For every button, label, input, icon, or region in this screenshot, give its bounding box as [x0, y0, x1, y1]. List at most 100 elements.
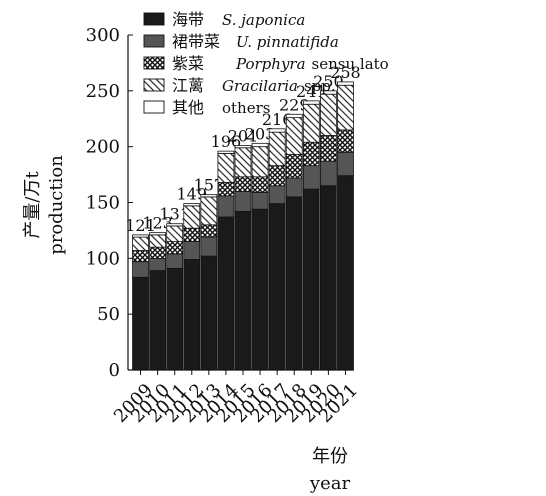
bar-segment-2009-5 [132, 234, 149, 238]
bar-segment-2016-4 [251, 146, 269, 178]
data-label-2009: 121 [125, 216, 156, 235]
data-label-2020: 250 [313, 72, 344, 91]
bar-segment-2012-1 [183, 259, 201, 371]
legend-swatch-3 [143, 56, 165, 70]
legend-label-en-2: U. pinnatifida [236, 33, 339, 51]
bar-segment-2020-2 [319, 160, 337, 187]
bar-segment-2018-4 [285, 117, 303, 155]
y-axis-title-en: production [46, 155, 67, 255]
data-label-2012: 149 [176, 185, 207, 204]
bar-segment-2016-3 [251, 176, 269, 193]
legend-label-cn-2: 裙带菜 [172, 32, 220, 51]
bar-segment-2018-5 [285, 113, 303, 119]
bar-segment-2010-4 [149, 234, 167, 248]
bar-segment-2018-2 [285, 177, 303, 198]
bar-segment-2019-3 [302, 141, 320, 167]
data-label-2013: 157 [194, 176, 225, 195]
bar-segment-2011-5 [166, 223, 184, 227]
y-tick-label-50: 50 [97, 304, 120, 325]
legend-label-en-4: Gracilaria spp. [222, 77, 336, 95]
legend-label-en-3: Porphyra sensu lato [235, 55, 389, 73]
bar-segment-2015-3 [234, 176, 252, 192]
bar-segment-2014-5 [217, 150, 235, 154]
legend-label-cn-1: 海带 [172, 10, 204, 29]
bar-segment-2012-2 [183, 241, 201, 260]
bar-segment-2020-3 [319, 135, 337, 162]
bar-segment-2020-5 [319, 90, 337, 95]
bar-segment-2011-4 [166, 225, 184, 242]
bar-segment-2021-3 [337, 129, 354, 153]
data-label-2016: 203 [245, 124, 276, 143]
bar-segment-2019-4 [302, 103, 320, 143]
bar-segment-2011-1 [166, 267, 184, 371]
bar-segment-2014-3 [217, 181, 235, 197]
bar-segment-2019-2 [302, 165, 320, 190]
y-tick-label-0: 0 [109, 360, 120, 381]
legend-swatch-5 [143, 100, 165, 114]
legend-label-cn-3: 紫菜 [172, 54, 204, 73]
y-axis-title-cn: 产量/万t [22, 171, 43, 239]
bar-segment-2018-3 [285, 154, 303, 179]
y-tick-label-100: 100 [86, 248, 120, 269]
bar-segment-2015-5 [234, 145, 252, 149]
bar-segment-2017-4 [268, 131, 286, 167]
bar-segment-2016-5 [251, 142, 269, 148]
data-label-2017: 216 [262, 110, 293, 129]
bar-segment-2012-3 [183, 227, 201, 242]
bar-segment-2017-5 [268, 128, 286, 133]
bar-segment-2021-4 [337, 84, 354, 131]
legend-label-cn-5: 其他 [172, 98, 204, 117]
data-label-2010: 123 [142, 214, 173, 233]
bar-segment-2018-1 [285, 196, 303, 371]
bar-segment-2010-2 [149, 257, 167, 272]
legend-swatch-1 [143, 12, 165, 26]
legend-label-en-1: S. japonica [222, 11, 305, 29]
bar-segment-2009-4 [132, 236, 149, 251]
legend-swatch-4 [143, 78, 165, 92]
data-label-2018: 229 [279, 95, 310, 114]
y-tick-label-200: 200 [86, 137, 120, 158]
bar-segment-2019-1 [302, 188, 320, 371]
bar-segment-2009-3 [132, 250, 149, 263]
bar-segment-2013-5 [200, 194, 218, 198]
bar-segment-2013-4 [200, 196, 218, 226]
bar-segment-2014-1 [217, 216, 235, 371]
bar-segment-2014-2 [217, 195, 235, 218]
data-label-2015: 201 [228, 127, 259, 146]
bar-segment-2012-4 [183, 205, 201, 229]
bar-segment-2015-1 [234, 211, 252, 371]
axes: 2009201020112012201320142015201620172018… [86, 25, 362, 427]
bar-segment-2010-5 [149, 232, 167, 236]
data-label-2021: 258 [330, 63, 361, 82]
bar-segment-2017-3 [268, 165, 286, 187]
bar-segment-2015-2 [234, 190, 252, 212]
data-label-2019: 241 [296, 82, 327, 101]
bar-segment-2017-2 [268, 185, 286, 205]
y-tick-label-300: 300 [86, 25, 120, 46]
bar-segment-2010-3 [149, 246, 167, 259]
bar-segment-2013-3 [200, 224, 218, 238]
bar-segment-2021-5 [337, 81, 354, 86]
bar-segment-2014-4 [217, 152, 235, 183]
bar-segment-2019-5 [302, 100, 320, 105]
bar-segment-2016-2 [251, 192, 269, 210]
x-axis-title-cn: 年份 [312, 446, 348, 467]
legend-suffix-3: sensu lato [312, 55, 389, 73]
y-tick-label-250: 250 [86, 81, 120, 102]
bar-segment-2011-3 [166, 241, 184, 255]
bar-segment-2016-1 [251, 208, 269, 371]
bar-segment-2020-4 [319, 93, 337, 136]
bar-segment-2012-5 [183, 203, 201, 207]
y-tick-label-150: 150 [86, 193, 120, 214]
bar-segment-2013-2 [200, 236, 218, 257]
x-axis-title-en: year [309, 473, 351, 494]
legend-suffix-4: spp. [304, 77, 336, 95]
bar-segment-2020-1 [319, 185, 337, 371]
legend-label-en-5: others [222, 99, 270, 117]
bar-segment-2015-4 [234, 147, 252, 178]
legend-swatch-2 [143, 34, 165, 48]
bar-segment-2011-2 [166, 253, 184, 269]
